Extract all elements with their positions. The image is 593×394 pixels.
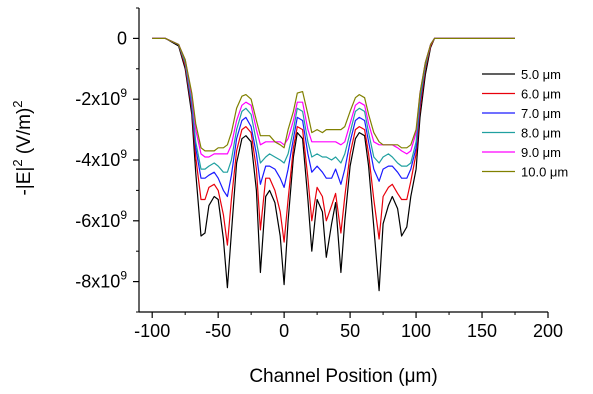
x-tick-label: 150 <box>467 321 497 341</box>
legend-label: 10.0 μm <box>521 165 568 180</box>
series-line <box>152 37 515 292</box>
x-tick-label: 200 <box>533 321 563 341</box>
y-ticks: 0 -2x109 -4x109 -6x109 -8x109 <box>75 7 139 313</box>
x-ticks: -100 -50 0 50 100 150 200 <box>134 312 563 341</box>
series-line <box>152 37 515 198</box>
y-tick-label: -8x109 <box>75 269 127 292</box>
series-line <box>152 37 515 152</box>
y-axis-title: -|E|2 (V/m)2 <box>10 100 35 195</box>
x-tick-label: 0 <box>279 321 289 341</box>
series-lines <box>152 37 515 292</box>
y-tick-label: -6x109 <box>75 208 127 231</box>
y-tick-label: -2x109 <box>75 86 127 109</box>
legend-label: 8.0 μm <box>521 126 561 141</box>
legend: 5.0 μm 6.0 μm 7.0 μm 8.0 μm 9.0 μm 10.0 μm <box>482 67 568 180</box>
x-tick-label: -100 <box>134 321 170 341</box>
legend-label: 5.0 μm <box>521 67 561 82</box>
x-tick-label: -50 <box>205 321 231 341</box>
series-line <box>152 37 515 158</box>
x-axis-title: Channel Position (μm) <box>249 366 437 387</box>
y-tick-label: 0 <box>117 28 127 48</box>
plot-area: -100 -50 0 50 100 150 200 0 -2x109 -4x109 -6x109 -… <box>75 7 563 341</box>
series-line <box>152 37 515 173</box>
x-tick-label: 50 <box>340 321 360 341</box>
legend-label: 6.0 μm <box>521 87 561 102</box>
legend-label: 9.0 μm <box>521 145 561 160</box>
y-tick-label: -4x109 <box>75 147 127 170</box>
x-tick-label: 100 <box>401 321 431 341</box>
legend-label: 7.0 μm <box>521 106 561 121</box>
